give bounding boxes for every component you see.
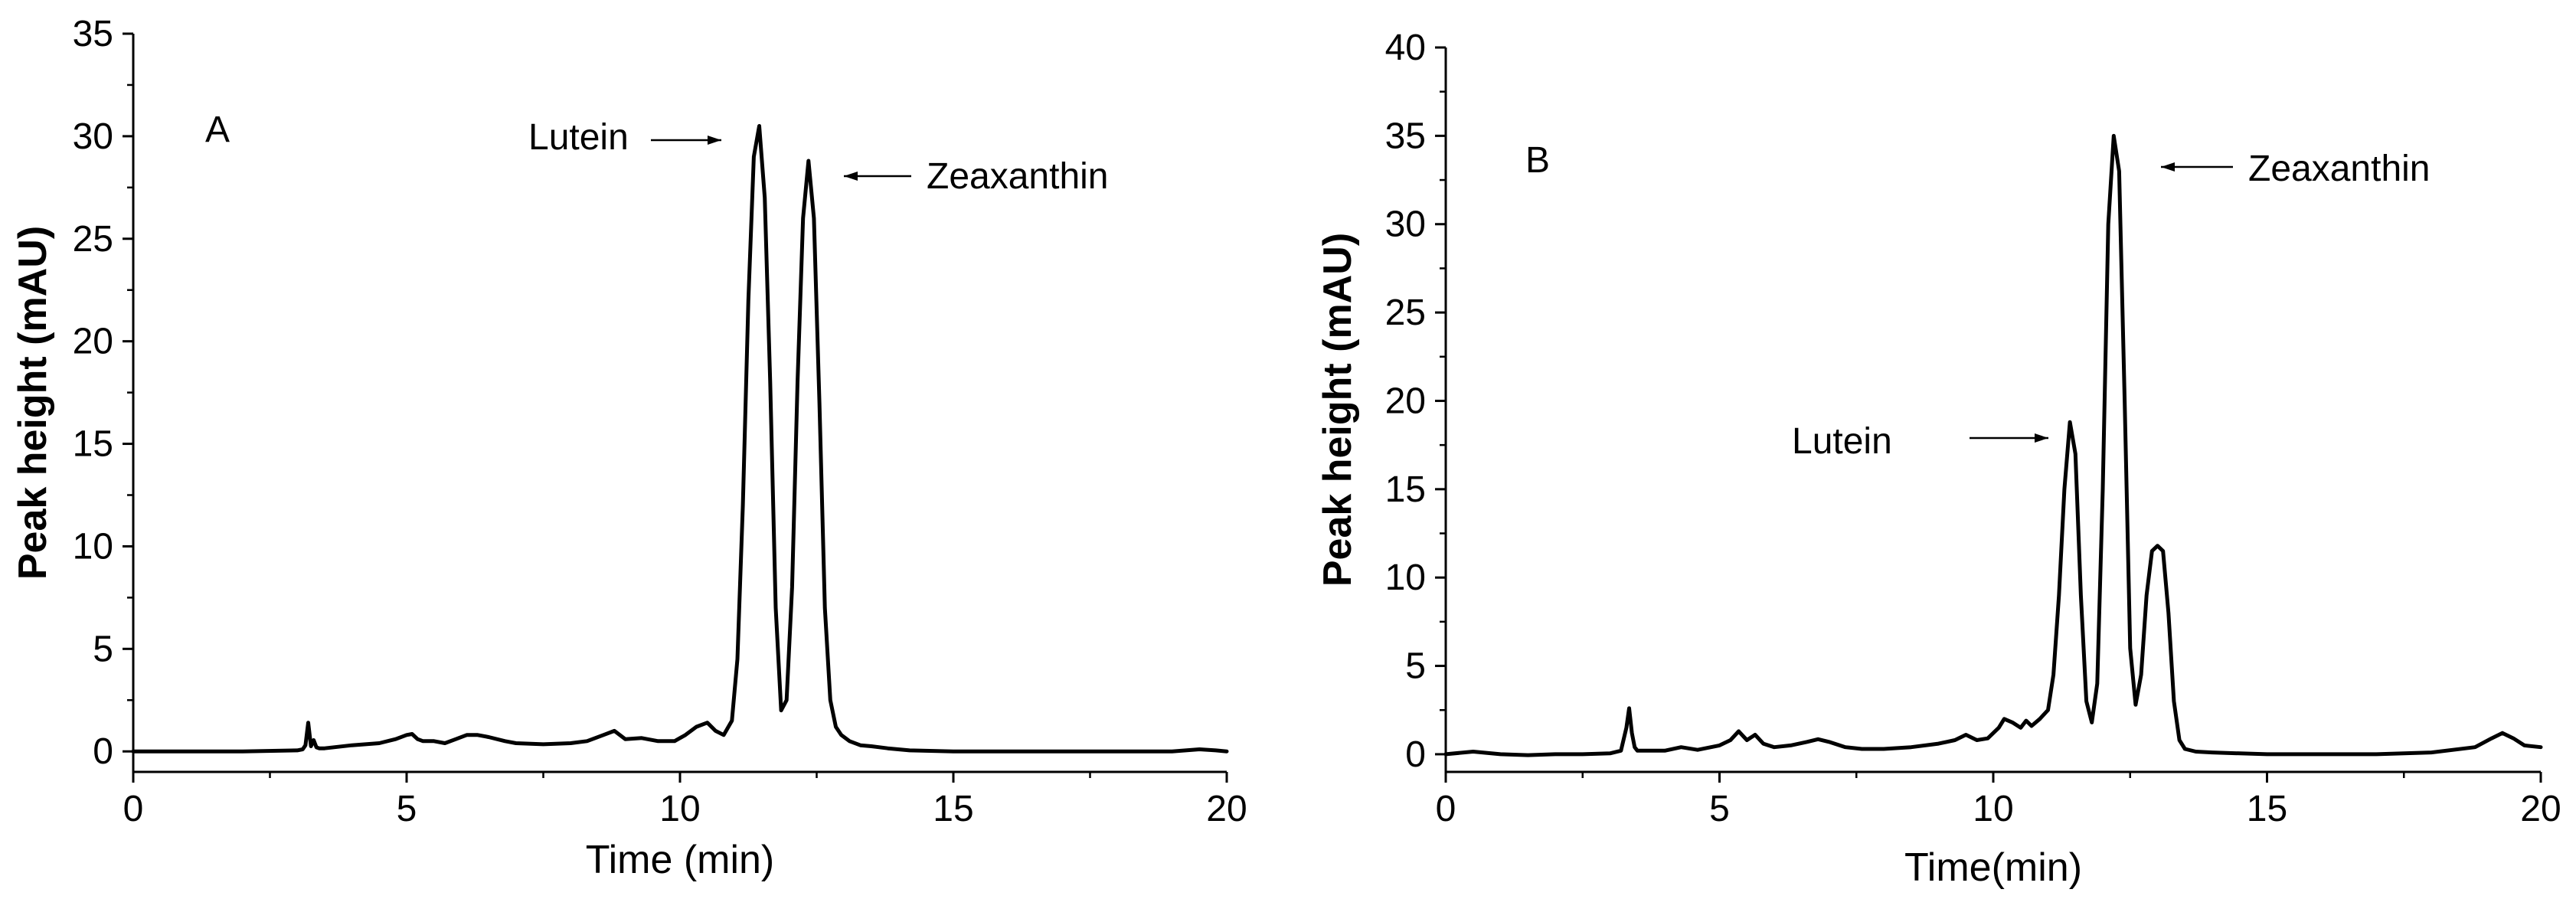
x-tick-label: 15 xyxy=(933,789,973,829)
x-axis-title: Time (min) xyxy=(586,838,775,882)
series-line xyxy=(131,124,1229,754)
peak-annotation-lutein: Lutein xyxy=(1792,421,1892,462)
y-tick-label: 40 xyxy=(1385,28,1426,68)
annotation-arrow-head xyxy=(844,172,858,181)
annotation-arrow-head xyxy=(2035,433,2048,443)
peak-annotation-lutein: Lutein xyxy=(528,117,629,158)
series-line xyxy=(1443,133,2543,757)
y-tick-label: 10 xyxy=(1385,557,1426,598)
y-tick-label: 25 xyxy=(1385,293,1426,333)
panel-b: 0 5 10 15 20 25 30 35 40 0 5 10 15 20 Time(min) Peak he… xyxy=(1316,28,2561,890)
y-axis-title: Peak height (mAU) xyxy=(1316,233,1360,587)
panel-label: B xyxy=(1525,140,1550,181)
x-tick-label: 0 xyxy=(1436,789,1456,829)
x-tick-label: 20 xyxy=(1206,789,1247,829)
y-tick-label: 30 xyxy=(1385,204,1426,245)
annotation-arrow-head xyxy=(2161,162,2175,172)
panel-label: A xyxy=(205,110,230,150)
y-axis-title: Peak height (mAU) xyxy=(11,226,55,580)
y-tick-label: 20 xyxy=(73,322,113,362)
y-tick-label: 30 xyxy=(73,116,113,157)
y-tick-label: 20 xyxy=(1385,381,1426,421)
y-tick-label: 35 xyxy=(73,14,113,54)
y-tick-label: 15 xyxy=(1385,469,1426,510)
panel-a: 0 5 10 15 20 25 30 35 0 5 10 15 20 Time (min) Peak hei… xyxy=(11,14,1247,882)
peak-annotation-zeaxanthin: Zeaxanthin xyxy=(927,156,1109,197)
x-tick-label: 20 xyxy=(2520,789,2561,829)
x-tick-label: 0 xyxy=(123,789,144,829)
x-tick-label: 5 xyxy=(397,789,417,829)
x-axis-title: Time(min) xyxy=(1904,845,2082,890)
x-tick-label: 5 xyxy=(1709,789,1730,829)
y-tick-label: 10 xyxy=(73,526,113,567)
peak-annotation-zeaxanthin: Zeaxanthin xyxy=(2248,149,2431,189)
y-tick-label: 35 xyxy=(1385,116,1426,156)
y-tick-label: 15 xyxy=(73,424,113,465)
y-tick-label: 5 xyxy=(1405,646,1426,687)
x-tick-label: 10 xyxy=(659,789,700,829)
x-tick-label: 15 xyxy=(2247,789,2287,829)
annotation-arrow-head xyxy=(708,136,721,145)
y-tick-label: 0 xyxy=(1405,734,1426,775)
y-tick-label: 0 xyxy=(93,731,113,772)
y-tick-label: 5 xyxy=(93,629,113,669)
x-tick-label: 10 xyxy=(1973,789,2013,829)
y-tick-label: 25 xyxy=(73,219,113,260)
